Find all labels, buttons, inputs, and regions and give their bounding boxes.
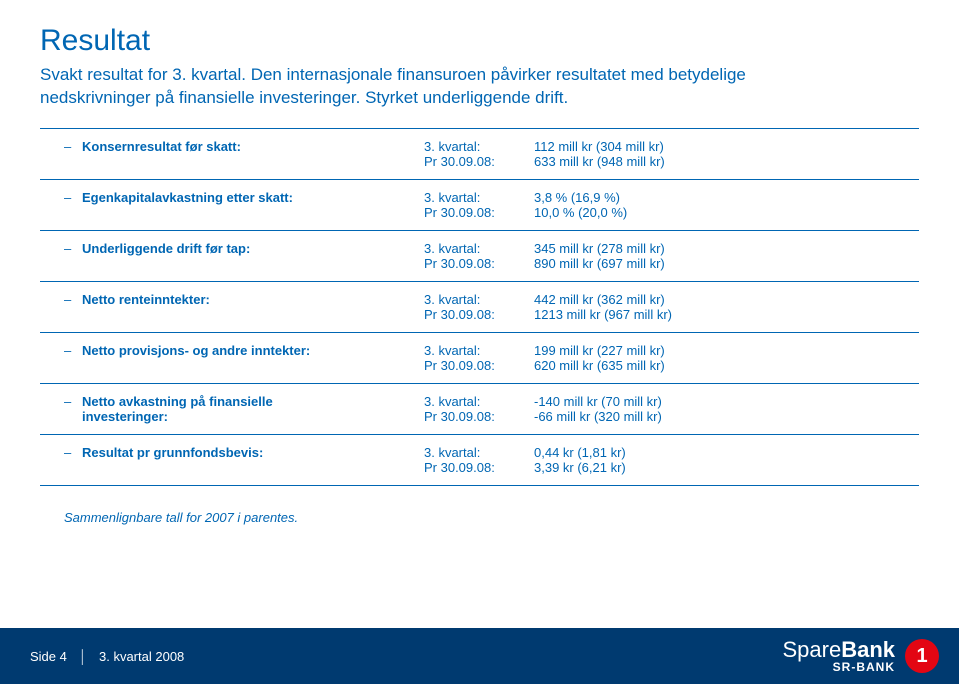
period-value: 3,39 kr (6,21 kr) [534,460,919,475]
bullet-dash: – [64,394,82,409]
bullet-dash: – [64,343,82,358]
bullet-dash: – [64,241,82,256]
period-value: 0,44 kr (1,81 kr) [534,445,919,460]
result-row: – Egenkapitalavkastning etter skatt: 3. … [40,180,919,231]
row-label: Underliggende drift før tap: [82,241,424,256]
row-label: Resultat pr grunnfondsbevis: [82,445,424,460]
footnote: Sammenlignbare tall for 2007 i parentes. [40,510,919,525]
period-label: 3. kvartal: [424,241,534,256]
row-label: Konsernresultat før skatt: [82,139,424,154]
period-label: Pr 30.09.08: [424,256,534,271]
result-row: – Netto avkastning på finansielle 3. kva… [40,384,919,435]
page-title: Resultat [40,24,919,58]
brand-logo: SpareBank SR-BANK 1 [782,638,939,674]
slide-footer: Side 4 │ 3. kvartal 2008 SpareBank SR-BA… [0,628,959,684]
period-value: 199 mill kr (227 mill kr) [534,343,919,358]
brand-word-light: Spare [782,637,841,662]
bullet-dash: – [64,445,82,460]
result-row: – Underliggende drift før tap: 3. kvarta… [40,231,919,282]
footer-separator: │ [79,649,87,664]
result-row: – Netto provisjons- og andre inntekter: … [40,333,919,384]
footer-context: 3. kvartal 2008 [99,649,184,664]
result-row: – Resultat pr grunnfondsbevis: 3. kvarta… [40,435,919,486]
period-label: 3. kvartal: [424,394,534,409]
brand-text: SpareBank SR-BANK [782,638,895,674]
period-value: 1213 mill kr (967 mill kr) [534,307,919,322]
results-list: – Konsernresultat før skatt: 3. kvartal:… [40,128,919,486]
period-label: Pr 30.09.08: [424,154,534,169]
period-value: 112 mill kr (304 mill kr) [534,139,919,154]
page-number: Side 4 [30,649,67,664]
period-value: 442 mill kr (362 mill kr) [534,292,919,307]
row-label: Netto renteinntekter: [82,292,424,307]
footer-left: Side 4 │ 3. kvartal 2008 [30,649,184,664]
brand-word-bold: Bank [841,637,895,662]
period-value: -66 mill kr (320 mill kr) [534,409,919,424]
bullet-dash: – [64,139,82,154]
period-label: Pr 30.09.08: [424,409,534,424]
period-label: 3. kvartal: [424,343,534,358]
period-label: Pr 30.09.08: [424,307,534,322]
period-label: Pr 30.09.08: [424,460,534,475]
row-label: Netto avkastning på finansielle [82,394,424,409]
result-row: – Netto renteinntekter: 3. kvartal: 442 … [40,282,919,333]
period-label: Pr 30.09.08: [424,205,534,220]
period-value: 620 mill kr (635 mill kr) [534,358,919,373]
period-value: 345 mill kr (278 mill kr) [534,241,919,256]
period-value: -140 mill kr (70 mill kr) [534,394,919,409]
result-row: – Konsernresultat før skatt: 3. kvartal:… [40,128,919,180]
row-label: Egenkapitalavkastning etter skatt: [82,190,424,205]
period-label: Pr 30.09.08: [424,358,534,373]
period-label: 3. kvartal: [424,292,534,307]
period-value: 890 mill kr (697 mill kr) [534,256,919,271]
bullet-dash: – [64,190,82,205]
period-label: 3. kvartal: [424,445,534,460]
bullet-dash: – [64,292,82,307]
period-value: 10,0 % (20,0 %) [534,205,919,220]
period-label: 3. kvartal: [424,139,534,154]
brand-subtext: SR-BANK [833,661,895,674]
page-subtitle: Svakt resultat for 3. kvartal. Den inter… [40,64,820,110]
brand-badge-icon: 1 [905,639,939,673]
row-label: Netto provisjons- og andre inntekter: [82,343,424,358]
period-value: 633 mill kr (948 mill kr) [534,154,919,169]
slide: Resultat Svakt resultat for 3. kvartal. … [0,0,959,684]
row-label-line2: investeringer: [82,409,424,424]
period-label: 3. kvartal: [424,190,534,205]
period-value: 3,8 % (16,9 %) [534,190,919,205]
